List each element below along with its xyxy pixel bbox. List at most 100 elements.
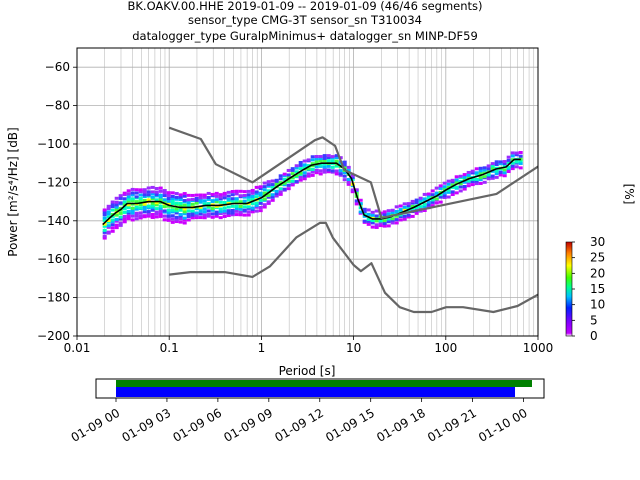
heatmap-cell: [118, 194, 123, 198]
timeline-bar-green: [116, 380, 532, 387]
heatmap-cell: [306, 158, 311, 162]
heatmap-cell: [110, 203, 115, 207]
heatmap-cell: [106, 220, 111, 224]
heatmap-cell: [174, 207, 179, 211]
heatmap-cell: [218, 195, 223, 199]
heatmap-cell: [142, 195, 147, 199]
heatmap-cell: [346, 168, 351, 172]
timeline-tick-label: 01-09 00: [69, 406, 123, 445]
heatmap-cell: [226, 194, 231, 198]
heatmap-cell: [318, 159, 323, 163]
heatmap-cell: [218, 216, 223, 220]
heatmap-cell: [106, 210, 111, 214]
heatmap-cell: [334, 172, 339, 176]
timeline-tick-label: 01-09 15: [323, 406, 377, 445]
heatmap-cell: [162, 189, 167, 193]
heatmap-cell: [302, 174, 307, 178]
heatmap-cell: [402, 207, 407, 211]
heatmap-cell: [462, 180, 467, 184]
heatmap-cell: [258, 198, 263, 202]
heatmap-cell: [230, 211, 235, 215]
heatmap-cell: [374, 225, 379, 229]
timeline-tick-label: 01-09 12: [272, 406, 326, 445]
heatmap-cell: [346, 165, 351, 169]
heatmap-cell: [334, 164, 339, 168]
heatmap-cell: [246, 195, 251, 199]
heatmap-cell: [282, 187, 287, 191]
heatmap-cell: [138, 190, 143, 194]
heatmap-cell: [342, 166, 347, 170]
heatmap-cell: [502, 164, 507, 168]
heatmap-cell: [202, 202, 207, 206]
heatmap-cell: [214, 191, 219, 195]
heatmap-cell: [458, 174, 463, 178]
heatmap-cell: [134, 211, 139, 215]
y-tick-label: −140: [37, 214, 70, 228]
heatmap-cell: [214, 194, 219, 198]
heatmap-cell: [390, 208, 395, 212]
heatmap-cell: [134, 207, 139, 211]
heatmap-cell: [254, 185, 259, 189]
heatmap-cell: [162, 214, 167, 218]
heatmap-cell: [274, 182, 279, 186]
heatmap-cell: [150, 206, 155, 210]
heatmap-cell: [330, 155, 335, 159]
heatmap-cell: [314, 165, 319, 169]
heatmap-cell: [122, 202, 127, 206]
heatmap-cell: [194, 211, 199, 215]
heatmap-cell: [110, 229, 115, 233]
heatmap-cell: [150, 212, 155, 216]
heatmap-cell: [402, 205, 407, 209]
heatmap-cell: [470, 180, 475, 184]
heatmap-cell: [286, 173, 291, 177]
heatmap-cell: [266, 184, 271, 188]
heatmap-cell: [146, 204, 151, 208]
heatmap-cell: [110, 208, 115, 212]
heatmap-cell: [490, 162, 495, 166]
heatmap-cell: [170, 214, 175, 218]
heatmap-cell: [330, 169, 335, 173]
heatmap-cell: [238, 189, 243, 193]
heatmap-cell: [494, 160, 499, 164]
heatmap-cell: [322, 170, 327, 174]
heatmap-cell: [182, 210, 187, 214]
heatmap-cell: [430, 198, 435, 202]
heatmap-cell: [118, 201, 123, 205]
heatmap-cell: [486, 177, 491, 181]
heatmap-cell: [242, 190, 247, 194]
heatmap-cell: [478, 181, 483, 185]
heatmap-cell: [230, 213, 235, 217]
heatmap-cell: [370, 219, 375, 223]
heatmap-cell: [122, 191, 127, 195]
heatmap-cell: [478, 178, 483, 182]
heatmap-cell: [270, 183, 275, 187]
heatmap-cell: [514, 165, 519, 169]
heatmap-cell: [286, 187, 291, 191]
heatmap-cell: [146, 214, 151, 218]
heatmap-cell: [422, 204, 427, 208]
heatmap-cell: [218, 197, 223, 201]
heatmap-cell: [342, 171, 347, 175]
heatmap-cell: [222, 211, 227, 215]
heatmap-cell: [398, 208, 403, 212]
heatmap-cell: [270, 179, 275, 183]
heatmap-cell: [170, 191, 175, 195]
heatmap-cell: [262, 197, 267, 201]
heatmap-cell: [294, 170, 299, 174]
heatmap-cell: [126, 192, 131, 196]
heatmap-cell: [502, 162, 507, 166]
heatmap-cell: [510, 164, 515, 168]
heatmap-cell: [322, 165, 327, 169]
heatmap-cell: [218, 212, 223, 216]
heatmap-cell: [158, 214, 163, 218]
heatmap-cell: [474, 171, 479, 175]
heatmap-cell: [274, 178, 279, 182]
heatmap-cell: [286, 183, 291, 187]
heatmap-cell: [170, 220, 175, 224]
heatmap-cell: [166, 218, 171, 222]
heatmap-cell: [222, 191, 227, 195]
heatmap-cell: [250, 188, 255, 192]
heatmap-cell: [142, 193, 147, 197]
heatmap-cell: [190, 209, 195, 213]
heatmap-cell: [178, 213, 183, 217]
